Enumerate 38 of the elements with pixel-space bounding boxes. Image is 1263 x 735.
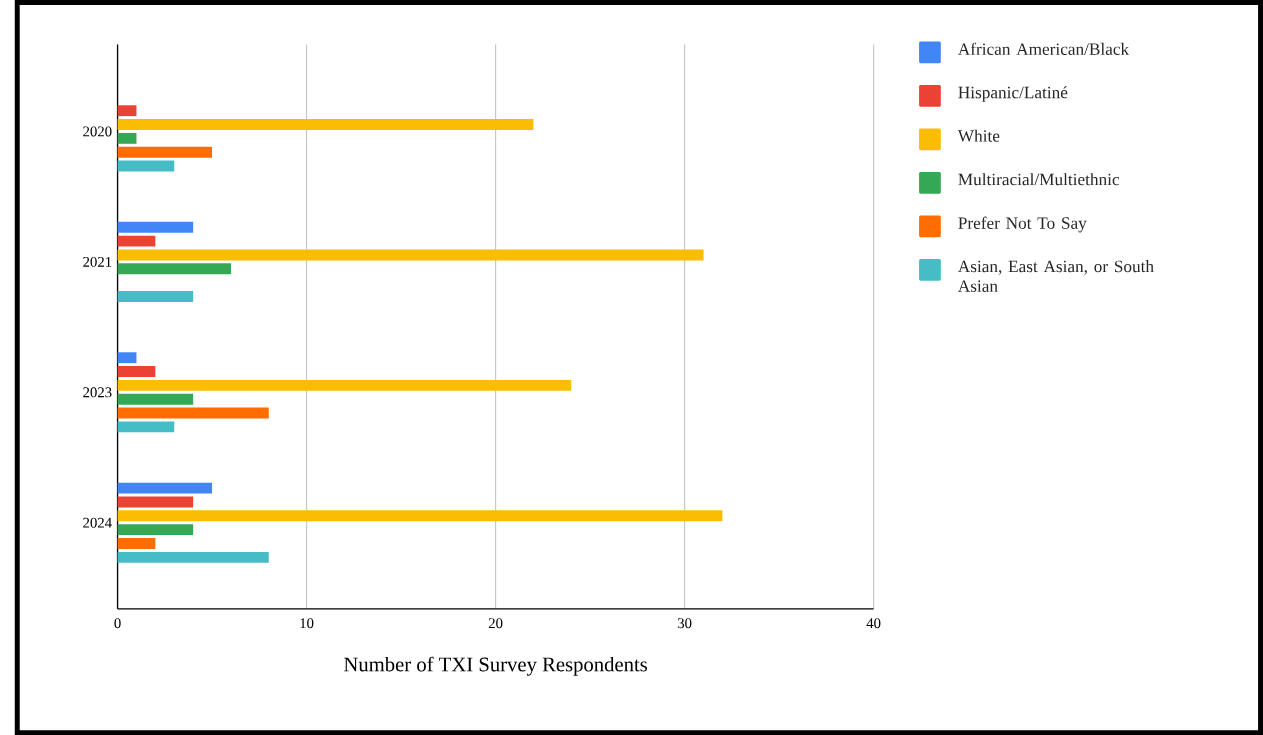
legend-label: Asian, East Asian, or South Asian <box>957 259 1154 292</box>
y-tick-label: 2023 <box>83 387 112 398</box>
bar <box>117 263 231 275</box>
legend-label: White <box>957 129 1000 142</box>
bar <box>117 221 194 233</box>
bar <box>117 160 175 172</box>
bar <box>117 393 194 405</box>
x-tick-label: 10 <box>300 618 314 629</box>
x-tick-label: 30 <box>677 618 692 629</box>
bar <box>117 496 194 508</box>
x-tick-label: 0 <box>114 618 121 629</box>
bar <box>117 421 175 433</box>
x-tick-label: 40 <box>866 618 881 629</box>
bar <box>117 249 704 261</box>
y-tick-label: 2024 <box>83 517 112 528</box>
bar <box>117 352 137 363</box>
bar <box>117 482 213 494</box>
bar <box>117 524 194 535</box>
bar <box>117 132 137 144</box>
y-tick-label: 2021 <box>83 256 112 267</box>
x-axis-title: Number of TXI Survey Respondents <box>344 656 648 676</box>
bar <box>117 537 156 549</box>
bar <box>117 379 572 391</box>
bar <box>117 290 194 302</box>
bar <box>117 118 534 130</box>
bar <box>117 407 269 419</box>
bar <box>117 105 137 116</box>
legend-label: African American/Black <box>957 42 1130 55</box>
legend-label: Multiracial/Multiethnic <box>958 173 1120 186</box>
legend-label: Prefer Not To Say <box>958 216 1087 233</box>
bar <box>117 365 156 377</box>
bar <box>117 510 723 522</box>
bar <box>117 235 156 247</box>
x-tick-label: 20 <box>488 618 503 629</box>
y-tick-label: 2020 <box>83 126 112 137</box>
legend-label: Hispanic/Latiné <box>958 86 1068 102</box>
bar <box>117 146 213 158</box>
bar <box>117 551 269 563</box>
